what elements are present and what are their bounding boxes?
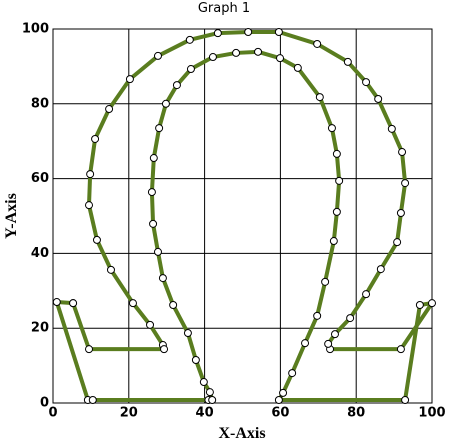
data-point <box>301 339 310 348</box>
y-tick-label: 80 <box>31 96 49 111</box>
chart-title: Graph 1 <box>198 1 250 16</box>
data-point <box>147 188 156 197</box>
data-point <box>315 93 324 102</box>
x-axis-label: X-Axis <box>218 425 265 442</box>
data-point <box>374 94 383 103</box>
y-tick-label: 0 <box>40 396 49 411</box>
x-tick-label: 40 <box>196 406 214 421</box>
data-point <box>158 274 167 283</box>
y-tick-label: 40 <box>31 246 49 261</box>
data-point <box>91 134 100 143</box>
data-point <box>85 201 94 210</box>
data-point <box>149 219 158 228</box>
data-point <box>415 301 424 310</box>
data-point <box>274 27 283 36</box>
data-point <box>208 53 217 62</box>
data-point <box>199 378 208 387</box>
data-point <box>244 27 253 36</box>
data-point <box>183 329 192 338</box>
data-point <box>396 345 405 354</box>
y-axis-label: Y-Axis <box>3 193 20 239</box>
data-point <box>313 39 322 48</box>
x-tick-label: 20 <box>120 406 138 421</box>
data-point <box>106 265 115 274</box>
data-point <box>128 299 137 308</box>
x-tick-label: 0 <box>48 406 57 421</box>
data-point <box>169 301 178 310</box>
data-point <box>185 35 194 44</box>
data-point <box>160 345 169 354</box>
data-point <box>335 176 344 185</box>
data-point <box>329 237 338 246</box>
data-point <box>213 29 222 38</box>
data-point <box>279 388 288 397</box>
data-point <box>330 330 339 339</box>
data-point <box>186 65 195 74</box>
data-point <box>313 311 322 320</box>
plot-area <box>52 28 433 404</box>
data-point <box>332 149 341 158</box>
data-point <box>321 277 330 286</box>
data-point <box>362 78 371 87</box>
data-point <box>324 339 333 348</box>
data-point <box>161 99 170 108</box>
data-point <box>205 388 214 397</box>
y-tick-label: 100 <box>22 22 49 37</box>
data-point <box>332 207 341 216</box>
data-point <box>288 369 297 378</box>
data-point <box>86 170 95 179</box>
data-point <box>172 81 181 90</box>
data-point <box>92 235 101 244</box>
data-point <box>153 51 162 60</box>
data-point <box>125 75 134 84</box>
data-point <box>52 298 61 307</box>
data-point <box>232 48 241 57</box>
data-point <box>376 265 385 274</box>
data-point <box>346 314 355 323</box>
y-tick-label: 60 <box>31 171 49 186</box>
data-point <box>343 57 352 66</box>
data-point <box>428 299 436 308</box>
data-point <box>105 105 114 114</box>
data-point <box>69 299 78 308</box>
data-point <box>155 124 164 133</box>
data-point <box>387 124 396 133</box>
data-point <box>401 179 410 188</box>
data-point <box>401 396 410 405</box>
x-tick-label: 80 <box>347 406 365 421</box>
data-point <box>191 355 200 364</box>
data-point <box>398 148 407 157</box>
data-line <box>54 29 434 403</box>
data-point <box>153 247 162 256</box>
data-point <box>85 345 94 354</box>
data-point <box>274 396 283 405</box>
x-tick-label: 100 <box>418 406 445 421</box>
data-point <box>276 54 285 63</box>
data-point <box>293 63 302 72</box>
data-point <box>88 396 97 405</box>
data-point <box>149 154 158 163</box>
x-tick-label: 60 <box>271 406 289 421</box>
data-point <box>327 124 336 133</box>
y-tick-label: 20 <box>31 321 49 336</box>
data-point <box>393 238 402 247</box>
data-point <box>146 320 155 329</box>
data-point <box>208 396 217 405</box>
data-point <box>362 290 371 299</box>
data-point <box>396 209 405 218</box>
data-point <box>254 47 263 56</box>
